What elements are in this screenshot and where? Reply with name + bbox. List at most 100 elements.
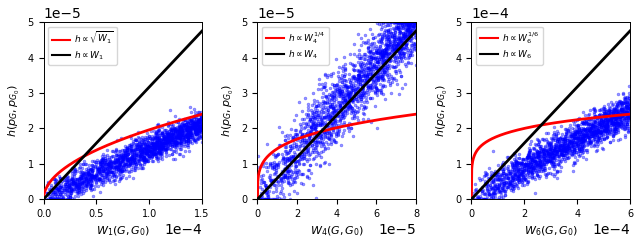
Point [157, 130, 167, 134]
Point [138, 156, 148, 159]
Point [404, 27, 415, 31]
Point [410, 23, 420, 27]
Point [106, 161, 116, 165]
Point [163, 123, 173, 127]
Point [554, 154, 564, 158]
Point [118, 163, 129, 167]
Point [599, 106, 609, 110]
Point [362, 73, 372, 77]
Point [389, 35, 399, 39]
Point [70, 169, 81, 173]
Point [190, 124, 200, 128]
Point [486, 170, 496, 174]
Point [186, 125, 196, 129]
Point [165, 142, 175, 146]
Point [388, 47, 399, 51]
Point [90, 184, 100, 188]
Point [371, 48, 381, 52]
Point [319, 131, 330, 135]
Point [559, 157, 569, 161]
Point [618, 121, 628, 124]
Point [177, 131, 187, 135]
Point [339, 94, 349, 98]
Point [260, 161, 271, 165]
Point [493, 177, 504, 181]
Point [613, 112, 623, 116]
Point [514, 167, 524, 171]
Point [66, 179, 76, 183]
Point [309, 116, 319, 120]
Point [571, 129, 581, 133]
Point [526, 169, 536, 173]
Point [499, 184, 509, 188]
Point [401, 20, 412, 24]
Point [484, 189, 495, 193]
Point [154, 145, 164, 149]
Point [334, 65, 344, 69]
Point [538, 149, 548, 153]
Point [513, 176, 524, 180]
Point [543, 156, 553, 159]
Point [348, 94, 358, 98]
Point [585, 128, 595, 132]
Point [263, 197, 273, 201]
Point [168, 142, 178, 146]
Point [472, 196, 482, 200]
Point [121, 167, 131, 171]
Point [556, 152, 566, 156]
Point [620, 101, 630, 105]
Point [545, 172, 555, 175]
Point [372, 74, 382, 78]
Point [371, 21, 381, 25]
Point [568, 163, 579, 167]
Point [388, 37, 399, 41]
Point [564, 134, 574, 137]
Point [605, 111, 615, 115]
Point [332, 85, 342, 89]
Point [397, 59, 407, 63]
Point [371, 86, 381, 89]
Point [576, 141, 586, 145]
Point [596, 107, 606, 111]
Point [326, 96, 337, 99]
Point [581, 140, 591, 144]
Point [255, 197, 266, 201]
Point [118, 160, 128, 164]
Point [526, 160, 536, 164]
Point [257, 197, 267, 201]
Point [348, 63, 358, 67]
Point [394, 31, 404, 35]
Point [314, 77, 324, 81]
Point [191, 121, 202, 124]
Point [568, 119, 578, 122]
Point [400, 35, 410, 39]
Point [371, 50, 381, 54]
Point [83, 177, 93, 181]
Point [186, 140, 196, 144]
Point [388, 39, 398, 43]
Point [595, 114, 605, 118]
Point [554, 142, 564, 146]
Point [365, 69, 376, 73]
Point [60, 182, 70, 186]
Point [69, 180, 79, 184]
Point [595, 129, 605, 133]
Point [614, 115, 624, 119]
Point [614, 123, 624, 127]
Point [328, 113, 339, 117]
Point [367, 96, 378, 100]
Point [503, 164, 513, 168]
Point [552, 148, 562, 152]
Point [181, 127, 191, 131]
Point [552, 162, 563, 166]
Point [621, 117, 632, 121]
Point [303, 149, 313, 153]
Point [616, 122, 626, 126]
Point [164, 133, 174, 136]
Point [303, 122, 313, 126]
Point [111, 164, 122, 168]
Point [598, 108, 609, 111]
Point [370, 89, 380, 93]
Point [602, 118, 612, 122]
Point [169, 139, 179, 143]
